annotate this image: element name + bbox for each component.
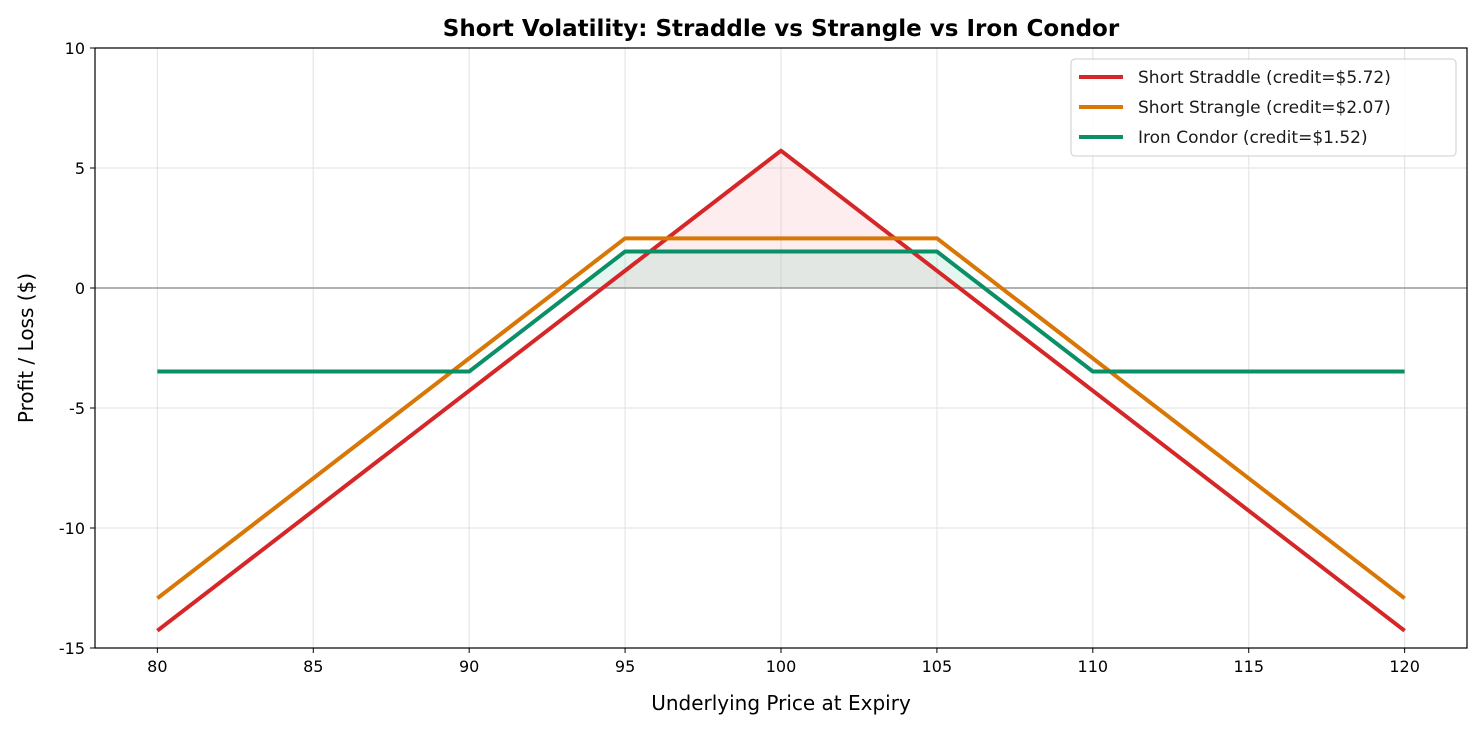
x-axis-label: Underlying Price at Expiry [651,691,911,715]
y-tick-label: 5 [75,159,85,178]
x-tick-label: 90 [459,657,479,676]
legend-entry: Short Strangle (credit=$2.07) [1138,98,1391,118]
x-tick-label: 120 [1389,657,1420,676]
chart-title: Short Volatility: Straddle vs Strangle v… [443,16,1120,42]
x-tick-label: 115 [1233,657,1264,676]
x-tick-label: 80 [147,657,167,676]
y-tick-label: -15 [59,639,85,658]
legend-box [1070,58,1457,157]
y-tick-label: -5 [69,399,85,418]
legend: Short Straddle (credit=$5.72) Short Stran… [1070,58,1457,157]
legend-entry: Short Straddle (credit=$5.72) [1138,68,1391,88]
series-line-2 [157,249,1405,374]
y-axis-label: Profit / Loss ($) [14,273,38,423]
x-tick-label: 105 [922,657,953,676]
y-tick-label: 0 [75,279,85,298]
x-tick-label: 95 [615,657,635,676]
legend-entry: Iron Condor (credit=$1.52) [1138,128,1368,148]
y-tick-label: 10 [65,39,85,58]
series-line-0 [156,148,1406,633]
x-tick-label: 110 [1078,657,1109,676]
series-line-1 [156,236,1406,600]
x-tick-label: 100 [766,657,797,676]
profit-fill-2 [157,251,1405,288]
x-tick-label: 85 [303,657,323,676]
y-tick-label: -10 [59,519,85,538]
profit-fill-0 [157,150,1405,288]
